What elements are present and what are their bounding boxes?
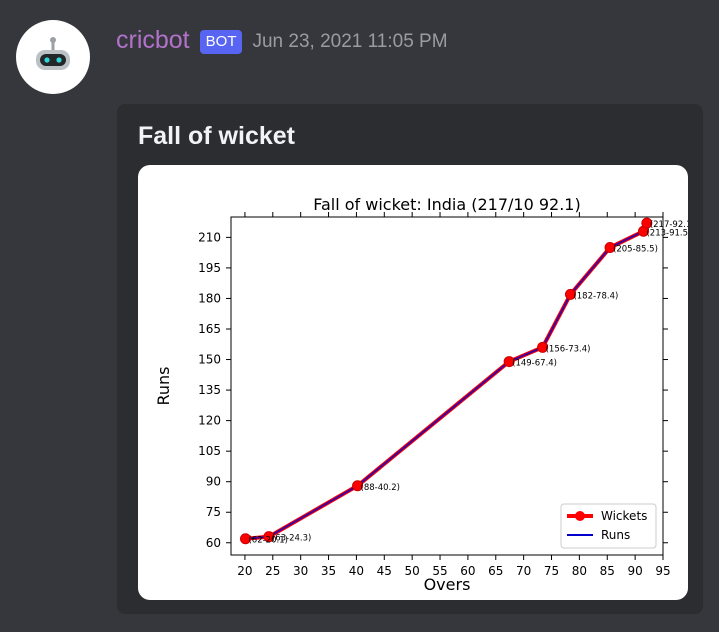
fall-of-wicket-chart: Fall of wicket: India (217/10 92.1) 20 25 3… — [154, 195, 688, 594]
y-tick-label: 60 — [206, 536, 221, 550]
y-tick-label: 105 — [198, 444, 221, 458]
y-tick-label: 75 — [206, 505, 221, 519]
x-tick-label: 60 — [460, 564, 475, 578]
wicket-point-label: (88-40.2) — [361, 483, 400, 493]
wicket-marker — [641, 217, 653, 229]
x-tick-label: 65 — [488, 564, 503, 578]
x-tick-label: 25 — [265, 564, 280, 578]
x-tick-label: 50 — [405, 564, 420, 578]
x-tick-label: 35 — [321, 564, 336, 578]
y-tick-label: 195 — [198, 261, 221, 275]
message-timestamp: Jun 23, 2021 11:05 PM — [252, 30, 448, 52]
wicket-point-label: (149-67.4) — [512, 359, 557, 369]
y-tick-label: 150 — [198, 353, 221, 367]
chart-image[interactable]: Fall of wicket: India (217/10 92.1) 20 25 3… — [138, 165, 688, 600]
wicket-point-label: (213-91.5) — [646, 228, 688, 238]
chart-title: Fall of wicket: India (217/10 92.1) — [313, 195, 580, 214]
y-axis-label: Runs — [154, 366, 173, 405]
wicket-point-label: (182-78.4) — [573, 291, 618, 301]
y-tick-label: 165 — [198, 322, 221, 336]
bot-avatar[interactable] — [16, 20, 90, 94]
username[interactable]: cricbot — [116, 26, 190, 54]
y-tick-label: 180 — [198, 291, 221, 305]
x-tick-label: 95 — [655, 564, 670, 578]
robot-icon — [36, 37, 70, 70]
legend-wickets-marker — [575, 511, 585, 521]
wicket-point-label: (217-92.1) — [650, 220, 688, 230]
wicket-point-label: (63-24.3) — [272, 534, 311, 544]
y-tick-label: 120 — [198, 414, 221, 428]
x-tick-label: 30 — [293, 564, 308, 578]
wicket-marker — [503, 356, 515, 368]
wicket-point-label: (205-85.5) — [613, 245, 658, 255]
x-tick-label: 45 — [377, 564, 392, 578]
embed-title: Fall of wicket — [138, 122, 295, 150]
x-tick-label: 20 — [237, 564, 252, 578]
wicket-marker — [604, 242, 616, 254]
wicket-point-label: (156-73.4) — [546, 344, 591, 354]
legend-runs-label: Runs — [601, 528, 630, 542]
wicket-marker — [239, 533, 251, 545]
y-tick-label: 135 — [198, 383, 221, 397]
wicket-point-label: (62-20.1) — [248, 536, 287, 546]
message-header: cricbot BOT Jun 23, 2021 11:05 PM — [116, 26, 448, 55]
x-tick-label: 40 — [349, 564, 364, 578]
bot-badge: BOT — [199, 29, 243, 54]
wicket-marker — [263, 531, 275, 543]
legend-wickets-label: Wickets — [601, 509, 647, 523]
x-tick-label: 80 — [572, 564, 587, 578]
x-tick-label: 75 — [544, 564, 559, 578]
y-tick-label: 90 — [206, 475, 221, 489]
x-tick-label: 90 — [627, 564, 642, 578]
wicket-marker — [564, 288, 576, 300]
plot-frame — [230, 216, 664, 556]
x-tick-label: 55 — [432, 564, 447, 578]
wicket-marker — [352, 480, 364, 492]
x-tick-label: 85 — [600, 564, 615, 578]
x-axis-label: Overs — [424, 575, 471, 594]
embed-card: Fall of wicket Fall of wicket: India (21… — [117, 104, 703, 614]
y-tick-label: 210 — [198, 230, 221, 244]
x-tick-label: 70 — [516, 564, 531, 578]
wicket-marker — [537, 341, 549, 353]
